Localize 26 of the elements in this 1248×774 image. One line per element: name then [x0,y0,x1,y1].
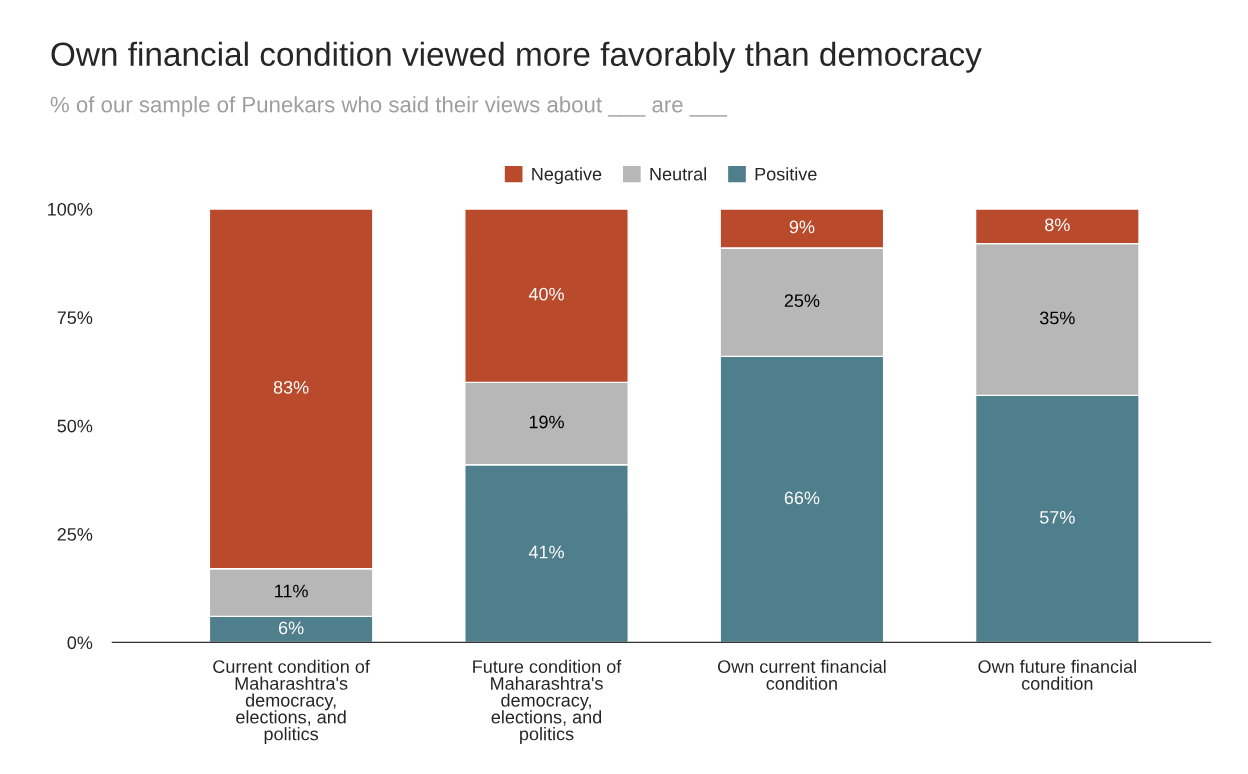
chart-title: Own financial condition viewed more favorably than democracy [51,41,982,73]
text: 35% [1039,311,1075,325]
y-tick-label: 50% [57,419,93,433]
y-tick-label: 100% [48,202,93,216]
legend-label: Positive [755,167,817,181]
text: 57% [1039,511,1075,524]
text: 40% [528,287,564,301]
legend-label: Negative [532,167,602,185]
chart-subtitle: % of our sample of Punekars who said their views about ___ are ___ [50,96,728,117]
legend-label: Neutral [650,167,706,181]
x-tick-label: Future condition of Maharashtra's democracy, elections, and politics [473,659,622,744]
y-tick-label: 0% [67,636,93,650]
text: 9% [789,220,815,234]
text: 11% [275,584,308,598]
text: 25% [784,294,820,308]
text: 6% [278,621,304,635]
text: 8% [1045,218,1070,232]
x-tick-label: Own future financial condition [978,659,1136,690]
x-tick-label: Own current financial condition [717,659,886,690]
text: 83% [273,380,309,394]
y-tick-label: 25% [57,527,93,541]
text: 66% [784,491,820,505]
x-tick-label: Current condition of Maharashtra's democracy, elections, and politics [213,659,370,744]
text: 41% [528,545,564,559]
y-tick-label: 75% [57,311,93,325]
text: 19% [529,415,564,429]
